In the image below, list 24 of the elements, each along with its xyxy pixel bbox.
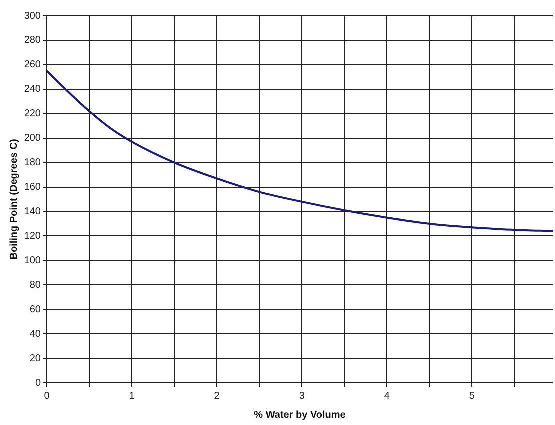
y-tick-label: 80 [30, 280, 42, 291]
y-tick-label: 20 [30, 353, 42, 364]
y-tick-label: 140 [24, 206, 42, 218]
y-tick-label: 260 [24, 60, 42, 71]
y-tick-label: 100 [24, 255, 42, 266]
y-tick-label: 0 [35, 378, 42, 389]
y-tick-label: 200 [24, 133, 42, 144]
x-axis-title: % Water by Volume [254, 410, 346, 421]
x-tick-label: 0 [44, 390, 50, 402]
y-tick-label: 160 [24, 182, 42, 194]
y-tick-label: 280 [24, 35, 42, 46]
x-tick-label: 4 [384, 390, 390, 402]
x-tick-label: 3 [299, 390, 306, 402]
x-tick-label: 5 [469, 390, 476, 402]
y-tick-label: 220 [24, 108, 42, 120]
y-axis-title: Boiling Point (Degrees C) [8, 139, 20, 260]
y-tick-label: 60 [30, 304, 42, 316]
y-tick-label: 120 [24, 230, 42, 242]
y-tick-label: 40 [30, 328, 42, 340]
y-tick-label: 180 [24, 158, 42, 169]
y-tick-label: 300 [24, 10, 42, 22]
x-tick-label: 1 [129, 390, 136, 402]
y-tick-label: 240 [24, 84, 42, 96]
x-tick-label: 2 [214, 390, 220, 402]
